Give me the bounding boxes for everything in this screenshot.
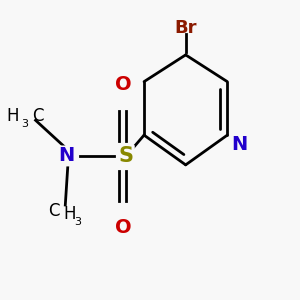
Text: 3: 3: [74, 217, 81, 227]
Text: O: O: [115, 75, 132, 94]
Text: H: H: [64, 205, 76, 223]
Text: C: C: [48, 202, 59, 220]
Text: 3: 3: [21, 119, 28, 129]
Text: S: S: [119, 146, 134, 166]
Text: N: N: [59, 146, 75, 165]
Text: Br: Br: [174, 19, 197, 37]
Text: O: O: [115, 218, 132, 237]
Text: N: N: [231, 135, 247, 154]
Text: C: C: [33, 107, 44, 125]
Text: H: H: [7, 107, 19, 125]
